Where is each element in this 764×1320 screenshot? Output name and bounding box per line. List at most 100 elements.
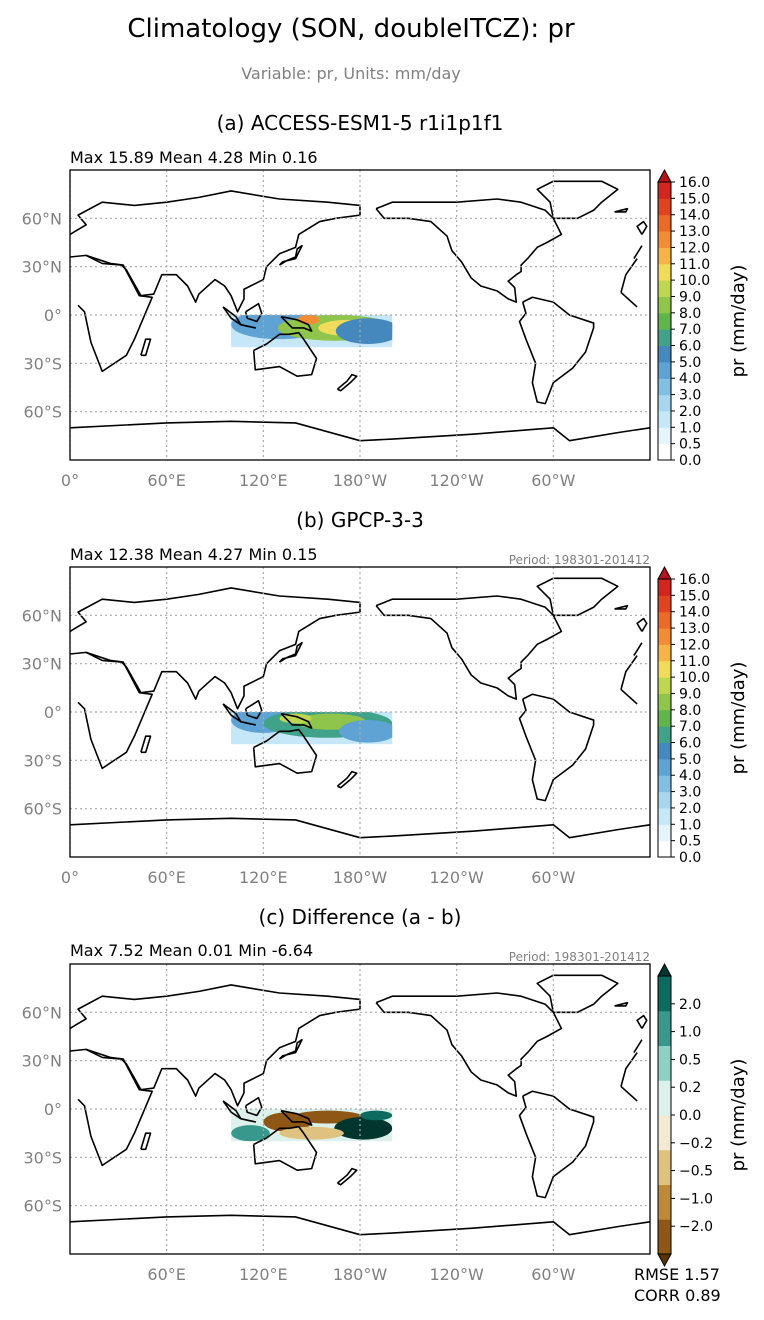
colorbar-segment [658,693,671,711]
data-blob [339,720,393,743]
colorbar-segment [658,296,671,314]
coastline [536,974,619,1014]
colorbar-tick-label: 10.0 [679,273,710,289]
colorbar-segment [658,709,671,727]
coastline [77,651,153,770]
colorbar-tick-label: 4.0 [679,768,701,784]
coastline [77,1048,153,1167]
colorbar-segment [658,427,671,445]
coastline [70,1214,650,1236]
coastline [336,1167,358,1186]
coastline [252,728,318,775]
lon-tick-label: 180°W [333,868,388,887]
coastline [140,338,152,357]
colorbar-tick-label: 0.5 [679,834,701,850]
coastline [375,198,563,303]
panel-a-title: (a) ACCESS-ESM1-5 r1i1p1f1 [217,111,504,135]
coastline [70,190,361,313]
colorbar-tick-label: 11.0 [679,654,710,670]
coastline [614,1001,629,1007]
colorbar-tick-label: 15.0 [679,588,710,604]
figure-subtitle: Variable: pr, Units: mm/day [241,64,461,83]
colorbar-segment [658,247,671,265]
colorbar-segment [658,775,671,793]
coastline [252,331,318,378]
coastline [636,1014,648,1029]
map-frame [69,963,651,1255]
coastline [536,180,619,220]
coastline [633,1039,643,1054]
coastline [636,617,648,632]
colorbar-segment [658,1219,671,1255]
colorbar-segment [658,579,671,596]
data-blob [334,1117,393,1140]
lon-tick-label: 180°W [333,1265,388,1284]
colorbar-tick-label: 5.0 [679,355,701,371]
coastline [278,244,303,266]
colorbar-segment [658,1080,671,1116]
colorbar-tick-label: 1.0 [679,420,701,436]
colorbar-tick-label: 16.0 [679,175,710,191]
colorbar-segment [658,611,671,629]
colorbar-tick-label: 7.0 [679,322,701,338]
coastline [336,373,358,392]
data-blob [279,1126,344,1140]
colorbar-segment [658,644,671,662]
panel-c-stats: Max 7.52 Mean 0.01 Min -6.64 [70,941,313,960]
rmse-label: RMSE 1.57 [634,1265,720,1284]
coastline [278,641,303,663]
colorbar-segment [658,312,671,330]
colorbar-tick-label: 9.0 [679,289,701,305]
map-panel-2 [70,974,650,1236]
map-frame [69,566,651,858]
lon-tick-label: 120°E [239,471,288,490]
coastline [70,420,650,442]
colorbar-extend-max [657,565,672,580]
colorbar-segment [658,758,671,776]
lat-tick-label: 0° [44,703,62,722]
data-blob [335,318,393,344]
colorbar-segment [658,280,671,297]
colorbar-segment [658,726,671,744]
colorbar-segment [658,378,671,396]
lat-tick-label: 30°N [22,655,62,674]
coastline [620,688,638,705]
lon-tick-label: 0° [61,471,79,490]
colorbar-segment [658,824,671,842]
coastline [518,296,595,405]
lon-tick-label: 60°W [531,868,575,887]
colorbar-extend-max [657,962,672,977]
colorbar-segment [658,231,671,248]
colorbar-label: pr (mm/day) [728,662,749,775]
data-blobs [231,315,393,344]
panel-b-stats: Max 12.38 Mean 4.27 Min 0.15 [70,545,318,564]
lon-tick-label: 120°E [239,1265,288,1284]
colorbar-tick-label: 3.0 [679,388,701,404]
colorbar-tick-label: 0.0 [679,850,701,866]
colorbar-segment [658,394,671,412]
colorbar-tick-label: 8.0 [679,306,701,322]
lon-tick-label: 120°W [429,1265,484,1284]
colorbar-segment [658,329,671,347]
colorbar-tick-label: 0.0 [679,1108,701,1124]
colorbar-segment [658,791,671,809]
lat-tick-label: 60°N [22,606,62,625]
colorbar-tick-label: 0.5 [679,1052,701,1068]
map-panel-0 [70,180,650,442]
colorbar-tick-label: −0.2 [679,1136,713,1152]
coastline [280,712,313,729]
coastline [140,1132,152,1151]
coastline [244,699,263,720]
lon-tick-label: 120°W [429,868,484,887]
corr-label: CORR 0.89 [634,1286,721,1305]
coastline [636,220,648,235]
map-frame [69,169,651,461]
lat-tick-label: 60°S [23,1197,62,1216]
colorbar-segment [658,410,671,428]
colorbar-frame [657,181,672,461]
colorbar-tick-label: 6.0 [679,339,701,355]
colorbar-tick-label: 2.0 [679,801,701,817]
coastline [620,655,638,690]
colorbar-segment [658,1010,671,1046]
